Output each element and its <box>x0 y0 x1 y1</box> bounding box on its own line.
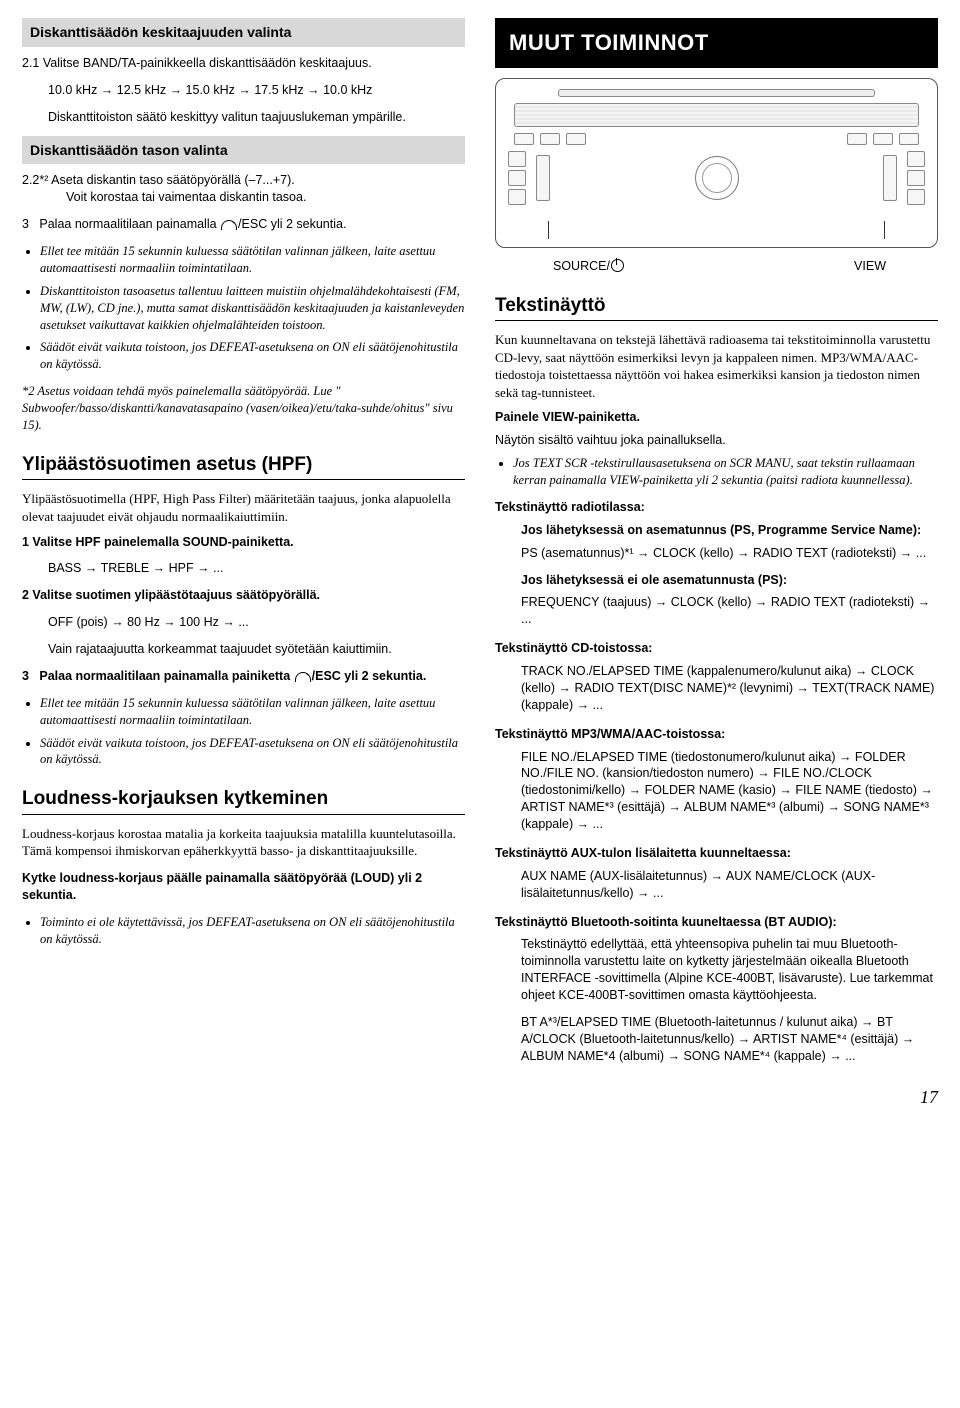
step-2-2: 2.2*² Aseta diskantin taso säätöpyörällä… <box>22 172 465 206</box>
step-num: 3 <box>22 217 29 231</box>
notes-list: Ellet tee mitään 15 sekunnin kuluessa sä… <box>22 243 465 373</box>
divider <box>22 814 465 815</box>
radio-mode-heading: Tekstinäyttö radiotilassa: <box>495 499 938 516</box>
source-label: SOURCE/ <box>553 259 610 273</box>
hpf-step-1: 1 Valitse HPF painelemalla SOUND-painike… <box>22 534 465 551</box>
loudness-description: Loudness-korjaus korostaa matalia ja kor… <box>22 825 465 860</box>
list-item: Ellet tee mitään 15 sekunnin kuluessa sä… <box>40 243 465 277</box>
list-item: Ellet tee mitään 15 sekunnin kuluessa sä… <box>40 695 465 729</box>
aux-sequence: AUX NAME (AUX-lisälaitetunnus) → AUX NAM… <box>521 868 938 902</box>
divider <box>22 479 465 480</box>
frequency-sequence: 10.0 kHz → 12.5 kHz → 15.0 kHz → 17.5 kH… <box>48 82 465 99</box>
step-text: /ESC yli 2 sekuntia. <box>312 669 427 683</box>
diagram-labels: SOURCE/ VIEW <box>523 258 916 275</box>
step-text: /ESC yli 2 sekuntia. <box>238 217 346 231</box>
view-step-1: Painele VIEW-painiketta. <box>495 409 938 426</box>
hpf-sequence-1: BASS → TREBLE → HPF → ... <box>48 560 465 577</box>
list-item: Toiminto ei ole käytettävissä, jos DEFEA… <box>40 914 465 948</box>
list-item: Säädöt eivät vaikuta toistoon, jos DEFEA… <box>40 339 465 373</box>
step-2-1: 2.1 Valitse BAND/TA-painikkeella diskant… <box>22 55 465 72</box>
hpf-title: Ylipäästösuotimen asetus (HPF) <box>22 452 465 478</box>
view-step-2: Näytön sisältö vaihtuu joka painalluksel… <box>495 432 938 449</box>
list-item: Jos TEXT SCR -tekstirullausasetuksena on… <box>513 455 938 489</box>
hpf-notes-list: Ellet tee mitään 15 sekunnin kuluessa sä… <box>22 695 465 769</box>
section-heading-2: Diskanttisäädön tason valinta <box>22 136 465 165</box>
step-num: 3 <box>22 669 29 683</box>
device-diagram <box>495 78 938 248</box>
other-functions-heading: MUUT TOIMINNOT <box>495 18 938 68</box>
step-text: Palaa normaalitilaan painamalla <box>39 217 220 231</box>
loudness-notes: Toiminto ei ole käytettävissä, jos DEFEA… <box>22 914 465 948</box>
cd-mode-heading: Tekstinäyttö CD-toistossa: <box>495 640 938 657</box>
aux-mode-heading: Tekstinäyttö AUX-tulon lisälaitetta kuun… <box>495 845 938 862</box>
esc-icon <box>221 220 237 230</box>
hpf-step-3: 3 Palaa normaalitilaan painamalla painik… <box>22 668 465 685</box>
bt-mode-heading: Tekstinäyttö Bluetooth-soitinta kuunelta… <box>495 914 938 931</box>
mp3-sequence: FILE NO./ELAPSED TIME (tiedostonumero/ku… <box>521 749 938 833</box>
loudness-title: Loudness-korjauksen kytkeminen <box>22 786 465 812</box>
view-notes: Jos TEXT SCR -tekstirullausasetuksena on… <box>495 455 938 489</box>
step-text: Voit korostaa tai vaimentaa diskantin ta… <box>66 189 306 206</box>
bt-description: Tekstinäyttö edellyttää, että yhteensopi… <box>521 936 938 1004</box>
hpf-description: Ylipäästösuotimella (HPF, High Pass Filt… <box>22 490 465 525</box>
radio-ps-heading: Jos lähetyksessä on asematunnus (PS, Pro… <box>521 522 938 539</box>
bt-sequence: BT A*³/ELAPSED TIME (Bluetooth-laitetunn… <box>521 1014 938 1065</box>
esc-icon <box>295 672 311 682</box>
view-label: VIEW <box>854 258 886 275</box>
step-3: 3 Palaa normaalitilaan painamalla /ESC y… <box>22 216 465 233</box>
text-display-desc: Kun kuunneltavana on tekstejä lähettävä … <box>495 331 938 401</box>
page-number: 17 <box>22 1085 938 1109</box>
text-display-title: Tekstinäyttö <box>495 293 938 319</box>
radio-nops-heading: Jos lähetyksessä ei ole asematunnusta (P… <box>521 572 938 589</box>
mp3-mode-heading: Tekstinäyttö MP3/WMA/AAC-toistossa: <box>495 726 938 743</box>
radio-ps-sequence: PS (asematunnus)*¹ → CLOCK (kello) → RAD… <box>521 545 938 562</box>
footnote-2: *2 Asetus voidaan tehdä myös painelemall… <box>22 383 465 434</box>
cd-sequence: TRACK NO./ELAPSED TIME (kappalenumero/ku… <box>521 663 938 714</box>
list-item: Diskanttitoiston tasoasetus tallentuu la… <box>40 283 465 334</box>
list-item: Säädöt eivät vaikuta toistoon, jos DEFEA… <box>40 735 465 769</box>
power-icon <box>611 259 624 272</box>
radio-nops-sequence: FREQUENCY (taajuus) → CLOCK (kello) → RA… <box>521 594 938 628</box>
section-heading-1: Diskanttisäädön keskitaajuuden valinta <box>22 18 465 47</box>
loudness-step: Kytke loudness-korjaus päälle painamalla… <box>22 870 465 904</box>
hpf-step-2: 2 Valitse suotimen ylipäästötaajuus säät… <box>22 587 465 604</box>
hpf-sequence-2: OFF (pois) → 80 Hz → 100 Hz → ... <box>48 614 465 631</box>
paragraph: Diskanttitoiston säätö keskittyy valitun… <box>48 109 465 126</box>
step-text: 2.2*² Aseta diskantin taso säätöpyörällä… <box>22 173 295 187</box>
step-text: Palaa normaalitilaan painamalla painiket… <box>39 669 293 683</box>
hpf-note: Vain rajataajuutta korkeammat taajuudet … <box>48 641 465 658</box>
divider <box>495 320 938 321</box>
